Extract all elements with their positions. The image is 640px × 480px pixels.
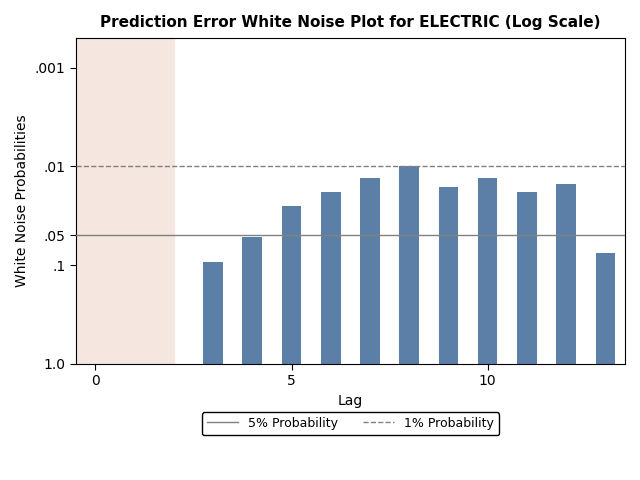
Bar [360, 178, 380, 364]
Y-axis label: White Noise Probabilities: White Noise Probabilities [15, 115, 29, 287]
Bar [478, 178, 497, 364]
5% Probability [92, 232, 99, 238]
Bar [517, 192, 537, 364]
Bar [438, 187, 458, 364]
1% Probability [131, 164, 138, 169]
Bar [76, 38, 174, 364]
Title: Prediction Error White Noise Plot for ELECTRIC (Log Scale): Prediction Error White Noise Plot for EL… [100, 15, 600, 30]
1% Probability [92, 164, 99, 169]
Bar [556, 184, 576, 364]
Bar [282, 206, 301, 365]
Bar [399, 167, 419, 364]
Bar [321, 192, 340, 364]
X-axis label: Lag: Lag [338, 394, 363, 408]
Bar [204, 263, 223, 368]
Legend: 5% Probability, 1% Probability: 5% Probability, 1% Probability [202, 412, 499, 435]
Bar [243, 237, 262, 366]
Bar [596, 253, 615, 367]
5% Probability [131, 232, 138, 238]
